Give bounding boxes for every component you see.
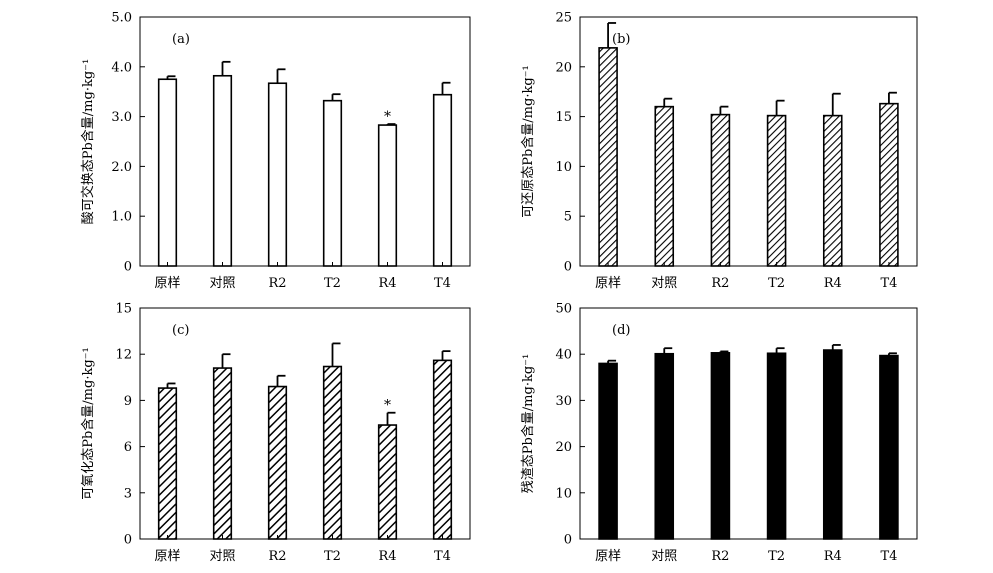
y-tick-label-c: 6 [124,440,132,455]
bar-c [212,367,233,540]
y-tick-label-c: 15 [115,302,132,317]
panel-c: 0 3 6 9 12 15 原样 对照 R2 T2 R4 T4 * (c) 可氧化态Pb含量/mg·kg⁻¹ [80,302,471,564]
y-tick-label-b: 20 [555,60,572,75]
y-axis-label-d: 残渣态Pb含量/mg·kg⁻¹ [520,354,536,494]
y-axis-label-b: 可还原态Pb含量/mg·kg⁻¹ [520,65,536,218]
y-tick-label-c: 12 [115,348,132,363]
bar-b [598,47,618,267]
x-tick-label-d: T4 [880,549,897,564]
plot-frame-a [139,16,471,267]
bar-c [432,359,453,540]
y-tick-label-c: 0 [124,533,132,548]
y-tick-label-b: 5 [564,210,572,225]
plot-frame-b [579,16,918,267]
x-tick-label-a: T2 [324,276,341,291]
panel-label-b: (b) [612,32,630,47]
x-tick-label-d: R2 [711,549,729,564]
x-tick-label-c: T4 [434,549,451,564]
x-tick-label-c: T2 [324,549,341,564]
bar-c [267,385,288,540]
x-tick-label-b: 对照 [651,276,677,291]
bar-d [766,352,787,540]
bar-a [212,74,233,267]
x-tick-label-c: 原样 [154,549,180,564]
panel-d: 0 10 20 30 40 50 原样 对照 R2 T2 R4 T4 (d) 残渣态Pb含量/mg·kg⁻… [520,302,918,564]
x-tick-label-b: R4 [824,276,842,291]
y-tick-label-b: 15 [555,110,572,125]
x-tick-label-a: R4 [378,276,396,291]
x-tick-label-b: R2 [711,276,729,291]
bar-b [766,114,787,267]
x-tick-label-a: 对照 [209,276,235,291]
bar-a [157,78,178,267]
y-tick-label-d: 0 [564,533,572,548]
x-tick-label-a: R2 [268,276,286,291]
bar-a [322,99,343,267]
bar-b [654,105,675,267]
bar-d [822,349,843,540]
bar-a [267,82,288,267]
x-tick-label-b: 原样 [595,276,621,291]
bar-d [710,352,731,540]
panel-b: 0 5 10 15 20 25 原样 对照 R2 T2 R4 T4 (b) 可还原态Pb含量/mg·kg⁻… [520,11,918,291]
bar-d [879,354,899,540]
x-tick-label-b: T2 [768,276,785,291]
x-tick-label-d: T2 [768,549,785,564]
y-tick-label-a: 4.0 [111,60,132,75]
x-tick-label-a: 原样 [154,276,180,291]
y-tick-label-c: 3 [124,486,132,501]
y-tick-label-b: 25 [555,11,572,26]
x-tick-label-c: R2 [268,549,286,564]
x-tick-label-d: 原样 [595,549,621,564]
y-tick-label-b: 0 [564,260,572,275]
y-tick-label-d: 10 [555,486,572,501]
panel-a: 0 1.0 2.0 3.0 4.0 5.0 原样 对照 R2 T2 R4 T4 * (a) 酸可交换态Pb含… [80,11,471,291]
y-tick-label-d: 50 [555,302,572,317]
x-tick-label-c: 对照 [209,549,235,564]
bar-c [377,424,398,540]
x-tick-label-d: 对照 [651,549,677,564]
x-tick-label-a: T4 [434,276,451,291]
bar-a [377,124,398,267]
y-tick-label-d: 40 [555,348,572,363]
panel-label-d: (d) [612,323,630,338]
y-tick-label-a: 1.0 [111,210,132,225]
y-axis-label-a: 酸可交换态Pb含量/mg·kg⁻¹ [80,59,96,225]
y-axis-label-c: 可氧化态Pb含量/mg·kg⁻¹ [80,347,96,500]
y-tick-label-a: 5.0 [111,11,132,26]
bar-b [822,114,843,267]
panel-label-c: (c) [172,323,189,338]
bar-d [654,352,675,540]
x-tick-label-b: T4 [880,276,897,291]
y-tick-label-d: 20 [555,440,572,455]
bar-a [432,93,453,267]
plot-frame-c [139,307,471,540]
y-tick-label-a: 3.0 [111,110,132,125]
bar-c [157,387,178,540]
significance-star-a: * [384,109,391,125]
y-tick-label-a: 0 [124,260,132,275]
y-tick-label-c: 9 [124,394,132,409]
bar-c [322,365,343,540]
x-tick-label-c: R4 [378,549,396,564]
bar-b [710,113,731,267]
y-tick-label-d: 30 [555,394,572,409]
y-tick-label-b: 10 [555,160,572,175]
x-tick-label-d: R4 [824,549,842,564]
plot-frame-d [579,307,918,540]
significance-star-c: * [384,398,391,414]
bar-b [879,102,899,267]
panel-label-a: (a) [172,32,190,47]
y-tick-label-a: 2.0 [111,160,132,175]
bar-d [598,362,618,540]
